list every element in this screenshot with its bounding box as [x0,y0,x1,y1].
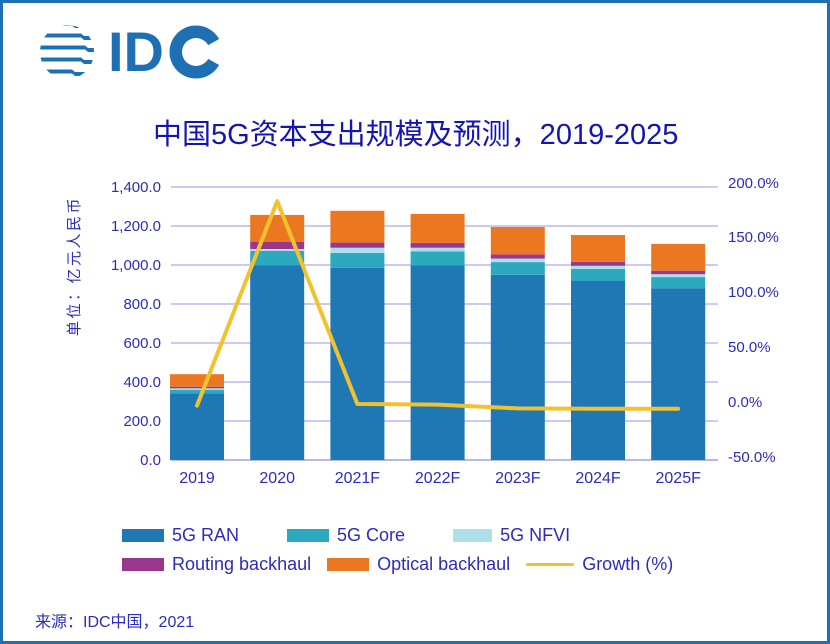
svg-text:0.0%: 0.0% [728,394,762,411]
svg-text:50.0%: 50.0% [728,339,771,356]
svg-text:1,200.0: 1,200.0 [111,218,161,235]
svg-text:2024F: 2024F [575,470,621,487]
svg-text:100.0%: 100.0% [728,284,779,301]
svg-text:1,000.0: 1,000.0 [111,257,161,274]
svg-text:400.0: 400.0 [123,374,161,391]
svg-text:800.0: 800.0 [123,296,161,313]
svg-text:200.0: 200.0 [123,413,161,430]
svg-text:600.0: 600.0 [123,335,161,352]
svg-text:200.0%: 200.0% [728,175,779,192]
svg-text:2022F: 2022F [415,470,461,487]
svg-text:1,400.0: 1,400.0 [111,179,161,196]
svg-text:ID: ID [108,20,164,83]
svg-text:-50.0%: -50.0% [728,449,776,466]
svg-text:2025F: 2025F [656,470,702,487]
svg-text:0.0: 0.0 [140,452,161,469]
svg-text:2021F: 2021F [335,470,381,487]
svg-text:2023F: 2023F [495,470,541,487]
svg-text:150.0%: 150.0% [728,229,779,246]
svg-text:2020: 2020 [259,470,295,487]
svg-text:2019: 2019 [179,470,215,487]
